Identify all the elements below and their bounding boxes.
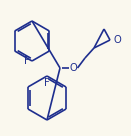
Text: F: F (44, 78, 50, 88)
Text: O: O (114, 35, 122, 45)
Text: F: F (24, 56, 30, 66)
Text: O: O (69, 63, 77, 73)
